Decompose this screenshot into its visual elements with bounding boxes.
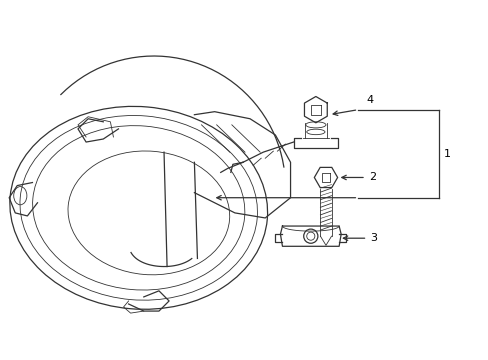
Text: 4: 4 [366,95,373,105]
Text: 1: 1 [443,149,449,159]
Text: 2: 2 [368,172,375,183]
Text: 3: 3 [370,233,377,243]
Polygon shape [314,167,337,188]
